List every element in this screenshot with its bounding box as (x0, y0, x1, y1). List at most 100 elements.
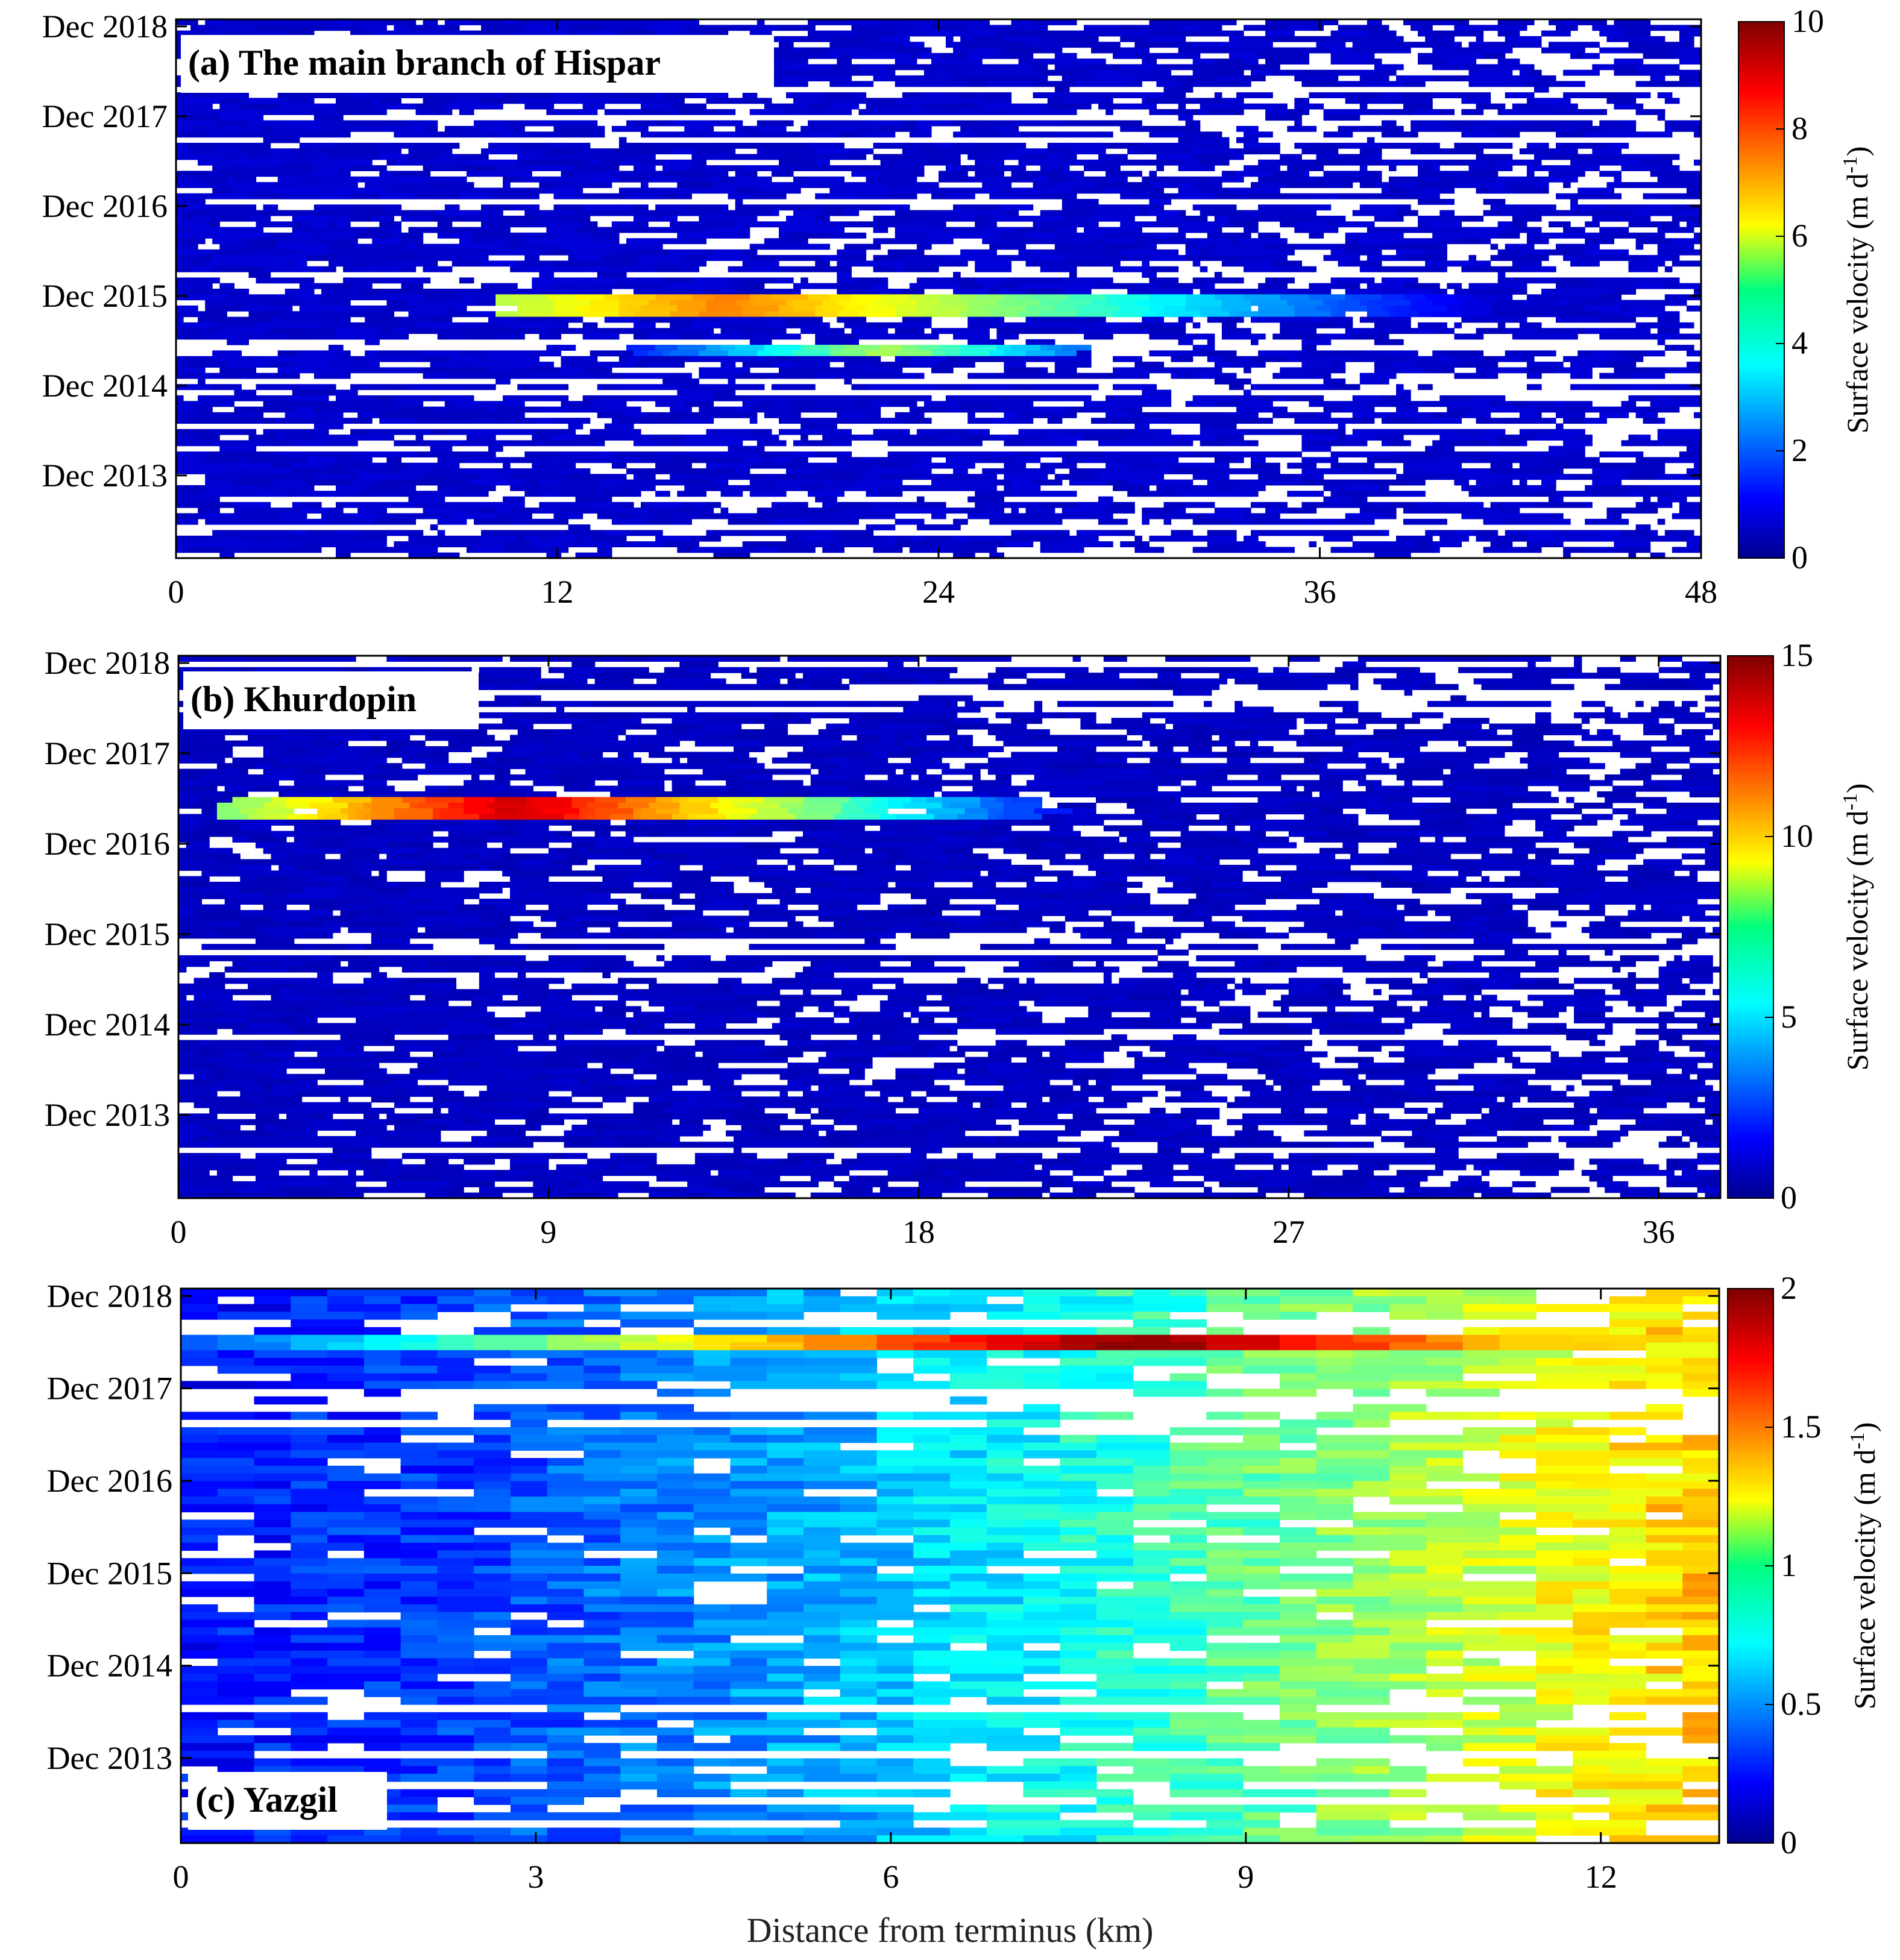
heatmap-cell (488, 406, 496, 413)
heatmap-cell (1244, 451, 1280, 457)
heatmap-cell (1214, 204, 1237, 211)
heatmap-cell (394, 401, 424, 407)
heatmap-cell (1294, 305, 1316, 312)
heatmap-cell (1679, 501, 1702, 508)
heatmap-cell (365, 541, 387, 547)
heatmap-cell (1251, 339, 1259, 345)
heatmap-cell (277, 103, 286, 110)
heatmap-cell (826, 667, 834, 673)
heatmap-cell (1192, 81, 1201, 87)
heatmap-cell (313, 210, 329, 216)
heatmap-cell (1011, 193, 1041, 199)
heatmap-cell (1614, 19, 1651, 25)
heatmap-cell (1432, 350, 1447, 357)
heatmap-cell (1084, 232, 1106, 239)
heatmap-cell (677, 260, 707, 267)
heatmap-cell (1694, 412, 1702, 418)
heatmap-cell (1403, 356, 1440, 362)
heatmap-cell (1519, 491, 1556, 497)
heatmap-cell (771, 406, 794, 413)
heatmap-cell (648, 92, 656, 98)
heatmap-cell (946, 58, 983, 65)
heatmap-cell (546, 316, 584, 323)
heatmap-cell (844, 395, 860, 401)
heatmap-cell (1490, 69, 1513, 76)
heatmap-cell (1447, 148, 1484, 155)
heatmap-cell (321, 289, 336, 295)
heatmap-cell (372, 491, 394, 497)
heatmap-cell (466, 362, 474, 368)
heatmap-cell (909, 547, 939, 553)
heatmap-cell (1621, 451, 1644, 457)
heatmap-cell (1156, 435, 1186, 441)
heatmap-cell (1025, 232, 1055, 239)
heatmap-cell (779, 451, 794, 457)
heatmap-cell (517, 171, 532, 177)
heatmap-cell (1265, 316, 1295, 323)
heatmap-cell (1084, 305, 1121, 312)
heatmap-cell (1621, 92, 1637, 98)
heatmap-cell (975, 547, 997, 553)
heatmap-cell (1033, 221, 1041, 228)
heatmap-cell (495, 333, 525, 340)
heatmap-cell (299, 541, 322, 547)
heatmap-cell (1519, 547, 1542, 553)
heatmap-cell (626, 356, 641, 362)
heatmap-cell (960, 125, 983, 132)
heatmap-cell (1389, 362, 1411, 368)
heatmap-cell (539, 350, 562, 357)
heatmap-cell (801, 232, 830, 239)
heatmap-cell (1497, 109, 1506, 115)
heatmap-cell (401, 92, 424, 98)
heatmap-cell (1585, 316, 1600, 323)
heatmap-cell (1628, 47, 1658, 54)
heatmap-cell (1098, 154, 1121, 160)
heatmap-cell (713, 389, 736, 396)
heatmap-cell (793, 154, 801, 160)
heatmap-cell (459, 468, 467, 474)
heatmap-cell (415, 103, 445, 110)
heatmap-cell (1228, 215, 1237, 222)
heatmap-cell (1526, 468, 1564, 474)
heatmap-cell (975, 159, 1004, 166)
heatmap-cell (1301, 81, 1339, 87)
heatmap-cell (299, 289, 307, 295)
heatmap-cell (1244, 395, 1259, 401)
heatmap-cell (459, 311, 474, 318)
heatmap-cell (1664, 182, 1702, 188)
heatmap-cell (1534, 75, 1556, 81)
heatmap-cell (423, 356, 453, 362)
heatmap-cell (1106, 171, 1113, 177)
heatmap-cell (735, 289, 772, 295)
heatmap-cell (430, 395, 438, 401)
heatmap-cell (1192, 485, 1215, 491)
heatmap-cell (1657, 518, 1666, 525)
heatmap-cell (1599, 171, 1622, 177)
heatmap-cell (365, 187, 387, 194)
heatmap-cell (415, 30, 453, 37)
heatmap-cell (263, 485, 271, 491)
heatmap-cell (1389, 395, 1411, 401)
heatmap-cell (263, 249, 300, 256)
heatmap-cell (1549, 171, 1585, 177)
heatmap-cell (474, 19, 503, 25)
heatmap-cell (866, 120, 903, 127)
heatmap-cell (967, 496, 1004, 503)
heatmap-cell (801, 418, 837, 424)
heatmap-cell (996, 395, 1012, 401)
heatmap-cell (1628, 485, 1651, 491)
heatmap-cell (1599, 19, 1607, 25)
heatmap-cell (706, 187, 736, 194)
heatmap-cell (786, 232, 801, 239)
heatmap-cell (190, 328, 198, 335)
heatmap-cell (317, 656, 356, 662)
heatmap-cell (1389, 109, 1418, 115)
heatmap-cell (1439, 19, 1455, 25)
heatmap-cell (503, 131, 511, 138)
heatmap-cell (1258, 232, 1280, 239)
heatmap-cell (1657, 193, 1687, 199)
heatmap-cell (451, 243, 482, 250)
heatmap-cell (677, 210, 707, 216)
heatmap-cell (1244, 165, 1251, 171)
heatmap-cell (270, 535, 307, 542)
